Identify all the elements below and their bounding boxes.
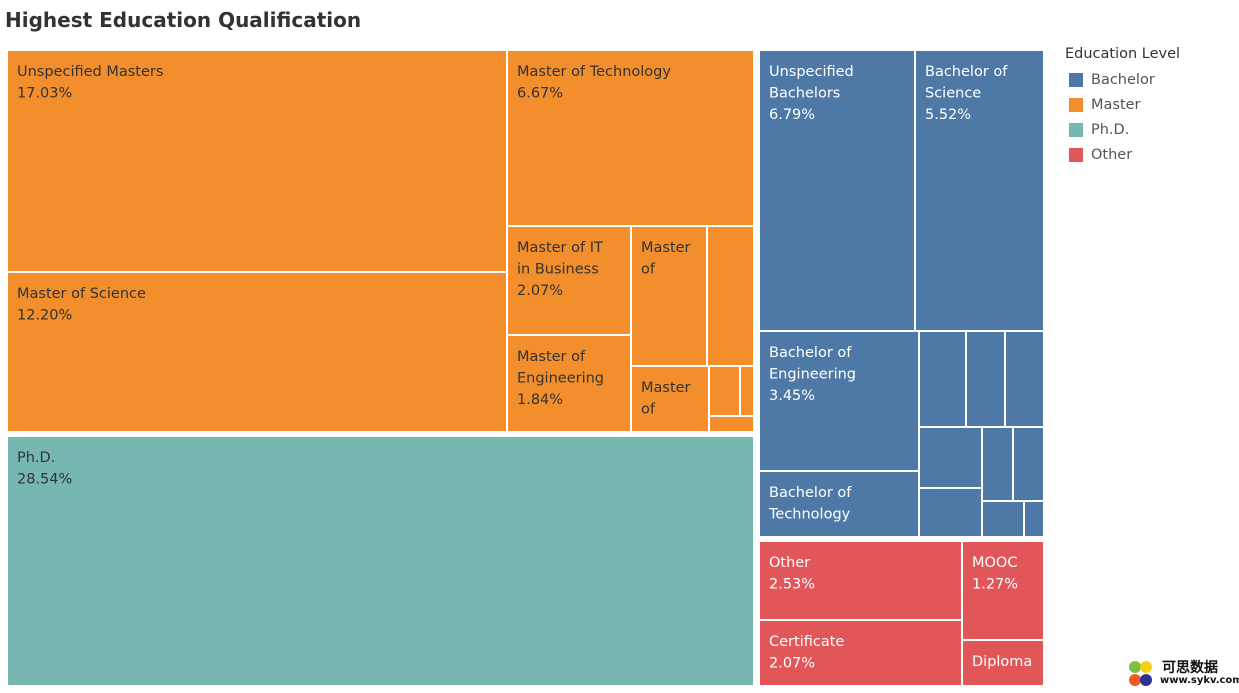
treemap-tile-other-mooc[interactable] — [961, 540, 1045, 641]
legend-label-master: Master — [1091, 96, 1141, 113]
treemap-tile-bachelor-bachelor-of-science[interactable] — [914, 49, 1045, 332]
treemap-tile-bachelor-bachelor-of-technology[interactable] — [758, 470, 920, 538]
treemap-label-master-master-of-it-in-business: Master of IT in Business 2.07% — [517, 240, 603, 299]
treemap-tile-other-certificate[interactable] — [758, 619, 963, 687]
treemap-label-bachelor-bachelor-of-science: Bachelor of Science 5.52% — [925, 64, 1008, 123]
watermark-url: www.sykv.com — [1160, 675, 1239, 686]
treemap-tile-bachelor-small-10[interactable] — [918, 487, 983, 538]
treemap-tile-master-small-9[interactable] — [739, 365, 755, 417]
treemap-tile-master-master-of-technology[interactable] — [506, 49, 755, 227]
treemap-label-other-mooc: MOOC 1.27% — [972, 555, 1018, 593]
legend-swatch-other — [1069, 147, 1083, 162]
treemap-label-master-master-of-technology: Master of Technology 6.67% — [517, 64, 671, 102]
treemap-tile-bachelor-small-5[interactable] — [965, 330, 1006, 428]
treemap-tile-bachelor-small-11[interactable] — [981, 500, 1025, 538]
treemap-tile-bachelor-small-6[interactable] — [1004, 330, 1045, 428]
legend-item-phd[interactable]: Ph.D. — [1065, 117, 1180, 142]
treemap-tile-bachelor-small-7[interactable] — [918, 426, 983, 489]
treemap-tile-bachelor-bachelor-of-engineering[interactable] — [758, 330, 920, 472]
treemap-tile-other-diploma[interactable] — [961, 639, 1045, 687]
treemap-label-bachelor-unspecified-bachelors: Unspecified Bachelors 6.79% — [769, 64, 854, 123]
treemap-tile-bachelor-small-8[interactable] — [981, 426, 1014, 502]
legend-swatch-phd — [1069, 122, 1083, 137]
treemap-tile-master-master-of-science[interactable] — [6, 271, 508, 433]
treemap-label-master-master-of: Master of — [641, 380, 691, 418]
treemap-tile-other-other[interactable] — [758, 540, 963, 621]
legend-label-phd: Ph.D. — [1091, 121, 1130, 138]
treemap-tile-master-small-5[interactable] — [706, 225, 755, 367]
treemap-label-master-unspecified-masters: Unspecified Masters 17.03% — [17, 64, 163, 102]
treemap-tile-bachelor-small-12[interactable] — [1023, 500, 1045, 538]
treemap-tile-master-master-of[interactable] — [630, 225, 708, 367]
watermark-text: 可思数据 — [1162, 660, 1218, 676]
legend-swatch-bachelor — [1069, 72, 1083, 87]
legend-item-master[interactable]: Master — [1065, 92, 1180, 117]
treemap-label-bachelor-bachelor-of-technology: Bachelor of Technology — [768, 485, 852, 523]
treemap-tile-master-master-of-it-in-business[interactable] — [506, 225, 632, 336]
treemap-label-master-master-of-engineering: Master of Engineering 1.84% — [517, 349, 604, 408]
treemap-label-bachelor-bachelor-of-engineering: Bachelor of Engineering 3.45% — [769, 345, 856, 404]
legend-label-bachelor: Bachelor — [1091, 71, 1155, 88]
chart-title: Highest Education Qualification — [5, 8, 362, 32]
treemap-tile-master-master-of-engineering[interactable] — [506, 334, 632, 433]
treemap-label-ph-d-ph-d: Ph.D. 28.54% — [17, 450, 72, 488]
treemap-label-other-other: Other 2.53% — [769, 555, 815, 593]
treemap-label-other-diploma: Diploma — [972, 654, 1032, 670]
legend-swatch-master — [1069, 97, 1083, 112]
legend-title: Education Level — [1065, 46, 1181, 62]
treemap: Unspecified Masters 17.03% Master of Scien… — [6, 49, 1045, 687]
treemap-tile-bachelor-small-4[interactable] — [918, 330, 967, 428]
treemap-tile-master-small-11[interactable] — [708, 415, 755, 433]
treemap-tile-bachelor-small-9[interactable] — [1012, 426, 1045, 502]
legend-item-bachelor[interactable]: Bachelor — [1065, 67, 1180, 92]
treemap-label-master-master-of-science: Master of Science 12.20% — [17, 286, 146, 324]
treemap-tile-ph-d-ph-d[interactable] — [6, 435, 755, 687]
watermark-logo — [1129, 661, 1152, 686]
treemap-tile-master-unspecified-masters[interactable] — [6, 49, 508, 273]
treemap-label-master-master-of: Master of — [641, 240, 691, 278]
treemap-tile-master-small-8[interactable] — [708, 365, 741, 417]
treemap-tile-bachelor-unspecified-bachelors[interactable] — [758, 49, 916, 332]
legend: Education Level Bachelor Master Ph.D. Ot… — [1065, 46, 1180, 167]
legend-label-other: Other — [1091, 146, 1133, 163]
legend-item-other[interactable]: Other — [1065, 142, 1180, 167]
treemap-label-other-certificate: Certificate 2.07% — [769, 634, 844, 672]
treemap-tile-master-master-of[interactable] — [630, 365, 710, 433]
